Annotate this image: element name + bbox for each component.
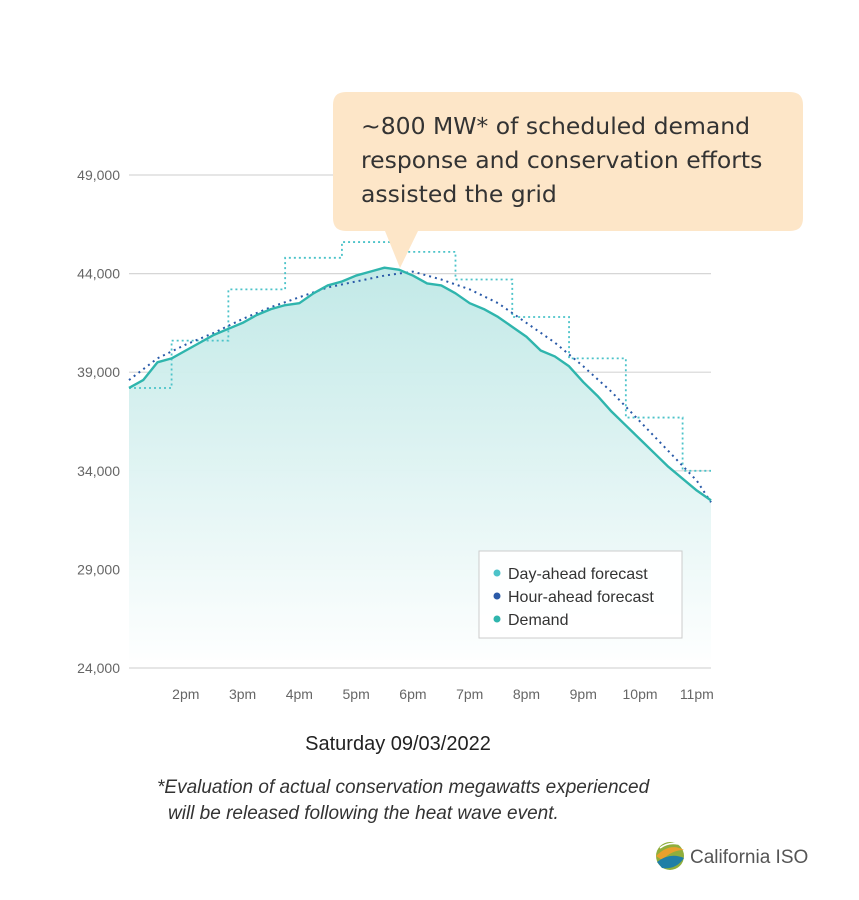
x-tick-label: 7pm xyxy=(456,686,483,702)
series-lines xyxy=(128,241,712,503)
series-line-demand xyxy=(128,266,712,502)
y-tick-label: 29,000 xyxy=(77,561,120,577)
legend-marker-hour-ahead xyxy=(493,592,501,600)
x-tick-label: 10pm xyxy=(623,686,658,702)
legend-box xyxy=(478,550,683,639)
footnote-line-2: will be released following the heat wave… xyxy=(168,803,559,824)
logo-text: California ISO xyxy=(690,847,808,868)
y-axis-labels: 24,000 29,000 34,000 39,000 44,000 49,000 xyxy=(77,167,120,676)
legend-label-hour-ahead: Hour-ahead forecast xyxy=(508,589,654,606)
x-tick-label: 3pm xyxy=(229,686,256,702)
x-axis-labels: 2pm 3pm 4pm 5pm 6pm 7pm 8pm 9pm 10pm 11pm xyxy=(172,686,714,702)
legend-label-day-ahead: Day-ahead forecast xyxy=(508,566,648,583)
callout-background xyxy=(333,92,803,268)
date-label: Saturday 09/03/2022 xyxy=(305,733,491,755)
y-tick-label: 44,000 xyxy=(77,266,120,282)
x-tick-label: 9pm xyxy=(570,686,597,702)
california-iso-logo: California ISO xyxy=(656,842,808,870)
x-tick-label: 4pm xyxy=(286,686,313,702)
y-tick-label: 24,000 xyxy=(77,660,120,676)
y-tick-label: 34,000 xyxy=(77,463,120,479)
x-tick-label: 5pm xyxy=(343,686,370,702)
california-iso-logo-icon xyxy=(656,842,684,870)
callout-line-3: assisted the grid xyxy=(361,180,557,208)
legend-marker-day-ahead xyxy=(493,569,501,577)
callout-line-1: ~800 MW* of scheduled demand xyxy=(361,112,750,140)
legend-label-demand: Demand xyxy=(508,612,568,629)
footnote-line-1: *Evaluation of actual conservation megaw… xyxy=(157,777,651,798)
y-tick-label: 39,000 xyxy=(77,364,120,380)
x-tick-label: 2pm xyxy=(172,686,199,702)
x-tick-label: 6pm xyxy=(399,686,426,702)
x-tick-label: 11pm xyxy=(680,686,714,702)
y-tick-label: 49,000 xyxy=(77,167,120,183)
x-tick-label: 8pm xyxy=(513,686,540,702)
legend: Day-ahead forecast Hour-ahead forecast D… xyxy=(478,550,683,639)
legend-marker-demand xyxy=(493,615,501,623)
callout-line-2: response and conservation efforts xyxy=(361,146,762,174)
callout-bubble: ~800 MW* of scheduled demand response an… xyxy=(333,92,803,268)
